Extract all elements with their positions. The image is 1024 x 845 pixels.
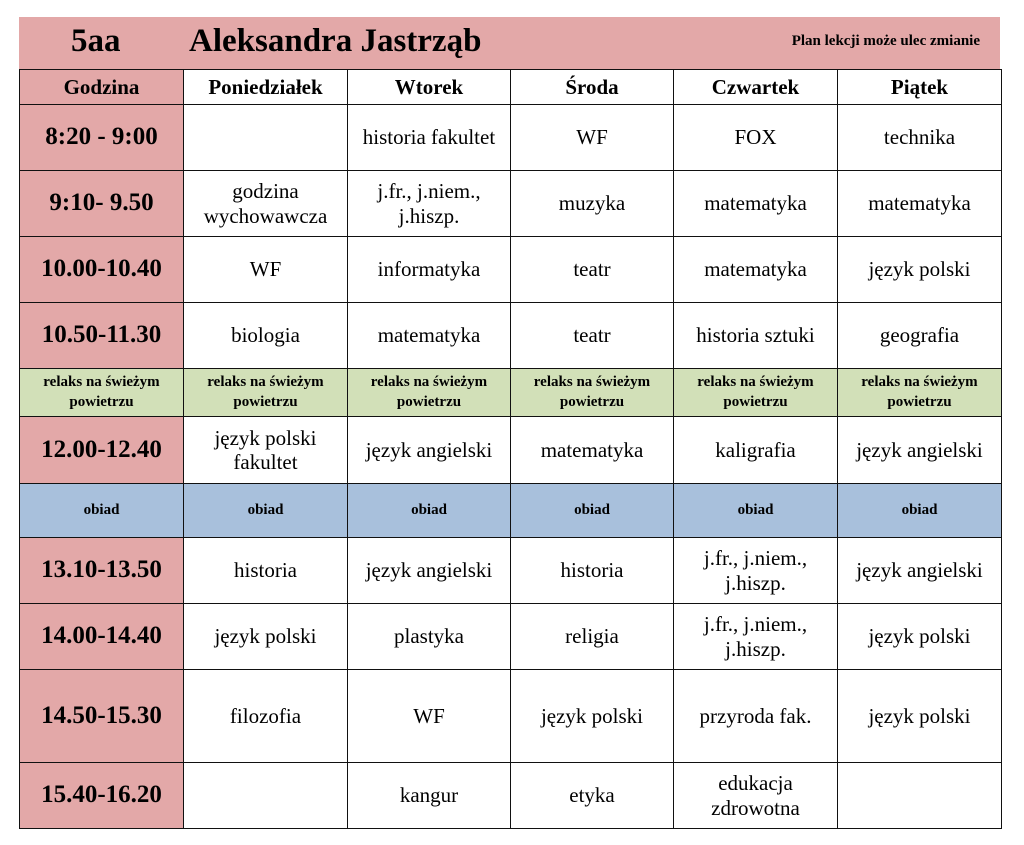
subject-cell: FOX [673,104,838,171]
time-cell: 12.00-12.40 [19,416,184,484]
subject-cell: relaks na świeżym powietrzu [673,368,838,417]
subject-cell: język polski [510,669,674,763]
subject-cell: matematyka [673,170,838,237]
subject-cell: obiad [837,483,1002,538]
subject-cell [183,104,348,171]
subject-cell: j.fr., j.niem., j.hiszp. [673,537,838,604]
subject-cell: matematyka [673,236,838,303]
lesson-row: 10.50-11.30 biologia matematyka teatr histor… [19,302,1002,369]
subject-cell: j.fr., j.niem., j.hiszp. [347,170,511,237]
subject-cell: język angielski [837,537,1002,604]
subject-cell: obiad [183,483,348,538]
subject-cell: religia [510,603,674,670]
subject-cell: informatyka [347,236,511,303]
time-cell: 10.00-10.40 [19,236,184,303]
subject-cell: etyka [510,762,674,829]
lesson-row: 12.00-12.40 język polski fakultet język an… [19,416,1002,484]
subject-cell: relaks na świeżym powietrzu [183,368,348,417]
lunch-row: obiad obiad obiad obiad obiad obiad [19,483,1002,538]
time-cell: relaks na świeżym powietrzu [19,368,184,417]
subject-cell: godzina wychowawcza [183,170,348,237]
column-header: Wtorek [347,69,511,105]
subject-cell: język polski [837,669,1002,763]
subject-cell: język polski [837,603,1002,670]
subject-cell: historia fakultet [347,104,511,171]
subject-cell: obiad [510,483,674,538]
column-header: Czwartek [673,69,838,105]
subject-cell: plastyka [347,603,511,670]
subject-cell: kangur [347,762,511,829]
column-header: Poniedziałek [183,69,348,105]
subject-cell: kaligrafia [673,416,838,484]
time-cell: 8:20 - 9:00 [19,104,184,171]
subject-cell: historia [183,537,348,604]
time-cell: 15.40-16.20 [19,762,184,829]
column-header: Godzina [19,69,184,105]
lesson-row: 8:20 - 9:00 historia fakultet WF FOX technik… [19,104,1002,171]
subject-cell: relaks na świeżym powietrzu [347,368,511,417]
column-header: Środa [510,69,674,105]
subject-cell: historia sztuki [673,302,838,369]
subject-cell: matematyka [837,170,1002,237]
subject-cell: WF [347,669,511,763]
subject-cell: matematyka [347,302,511,369]
time-cell: 14.50-15.30 [19,669,184,763]
class-name: 5aa [71,23,121,59]
time-cell: 14.00-14.40 [19,603,184,670]
subject-cell: filozofia [183,669,348,763]
subject-cell: matematyka [510,416,674,484]
lesson-row: 14.00-14.40 język polski plastyka religia j.… [19,603,1002,670]
relax-row: relaks na świeżym powietrzu relaks na świ… [19,368,1002,417]
time-cell: obiad [19,483,184,538]
subject-cell [837,762,1002,829]
subject-cell: historia [510,537,674,604]
lesson-row: 9:10- 9.50 godzina wychowawcza j.fr., j.ni… [19,170,1002,237]
lesson-row: 15.40-16.20 kangur etyka edukacja zdrowotna [19,762,1002,829]
subject-cell: język polski [183,603,348,670]
time-cell: 10.50-11.30 [19,302,184,369]
subject-cell: język angielski [837,416,1002,484]
subject-cell: teatr [510,302,674,369]
subject-cell: język polski [837,236,1002,303]
lesson-row: 13.10-13.50 historia język angielski histor… [19,537,1002,604]
subject-cell: technika [837,104,1002,171]
timetable: Godzina Poniedziałek Wtorek Środa Czwartek Pi… [19,69,1002,829]
subject-cell: biologia [183,302,348,369]
subject-cell: teatr [510,236,674,303]
subject-cell: obiad [673,483,838,538]
time-cell: 13.10-13.50 [19,537,184,604]
subject-cell: obiad [347,483,511,538]
subject-cell: relaks na świeżym powietrzu [510,368,674,417]
title-bar: 5aa Aleksandra Jastrząb Plan lekcji może… [19,17,1000,69]
subject-cell: relaks na świeżym powietrzu [837,368,1002,417]
subject-cell: język angielski [347,537,511,604]
header-row: Godzina Poniedziałek Wtorek Środa Czwartek Pi… [19,69,1002,105]
subject-cell: WF [510,104,674,171]
subject-cell: język angielski [347,416,511,484]
subject-cell: język polski fakultet [183,416,348,484]
lesson-row: 10.00-10.40 WF informatyka teatr matematyka j… [19,236,1002,303]
subject-cell [183,762,348,829]
student-name: Aleksandra Jastrząb [189,23,482,59]
subject-cell: WF [183,236,348,303]
subject-cell: j.fr., j.niem., j.hiszp. [673,603,838,670]
time-cell: 9:10- 9.50 [19,170,184,237]
subject-cell: przyroda fak. [673,669,838,763]
column-header: Piątek [837,69,1002,105]
subject-cell: edukacja zdrowotna [673,762,838,829]
lesson-row: 14.50-15.30 filozofia WF język polski przyro… [19,669,1002,763]
subject-cell: geografia [837,302,1002,369]
subject-cell: muzyka [510,170,674,237]
schedule-note: Plan lekcji może ulec zmianie [791,33,980,49]
